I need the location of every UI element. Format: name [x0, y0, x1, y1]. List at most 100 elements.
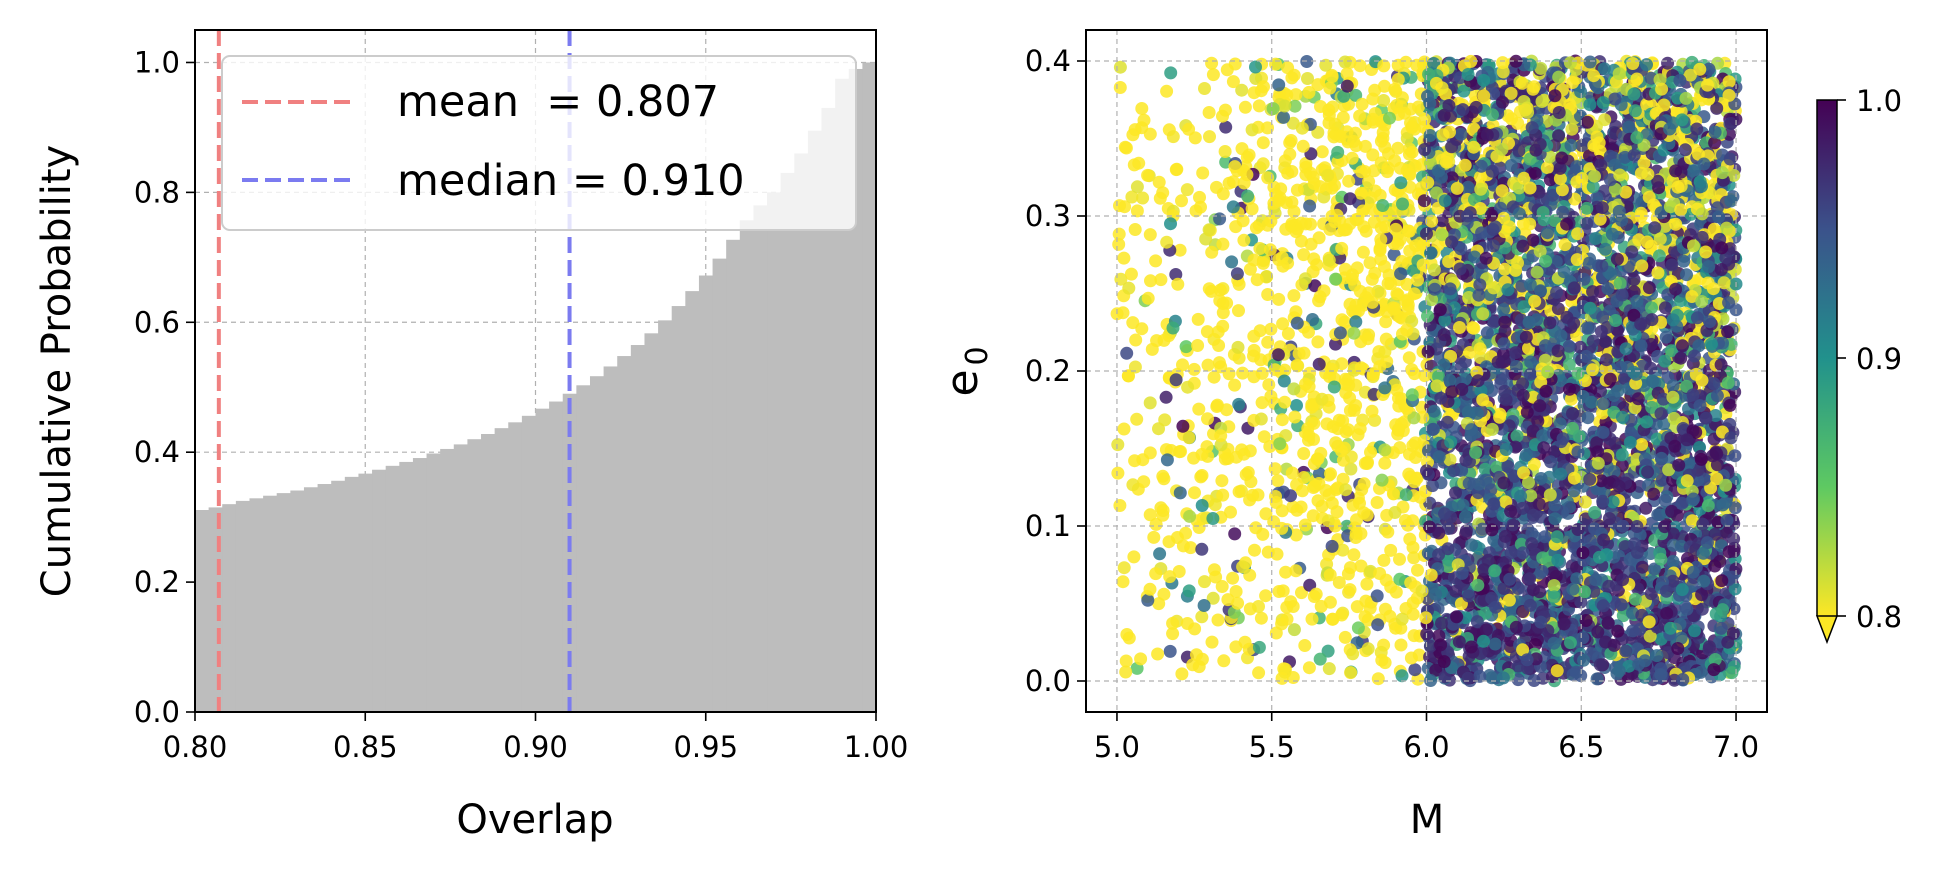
histogram-bar: [739, 220, 755, 712]
scatter-point: [1114, 272, 1128, 286]
scatter-point: [1129, 333, 1143, 347]
scatter-point: [1196, 166, 1210, 180]
scatter-point: [1175, 194, 1188, 208]
scatter-point: [1117, 422, 1131, 436]
scatter-point: [1213, 212, 1227, 226]
scatter-point: [1728, 449, 1742, 463]
scatter-point: [1519, 448, 1533, 462]
scatter-point: [1487, 87, 1501, 101]
scatter-point: [1289, 564, 1303, 578]
scatter-point: [1353, 109, 1367, 123]
histogram-y-ticks: 0.00.20.40.60.81.0: [134, 45, 195, 729]
histogram-bar: [698, 275, 714, 712]
scatter-point: [1449, 486, 1462, 500]
scatter-point: [1473, 342, 1487, 356]
scatter-point: [1480, 326, 1494, 340]
scatter-point: [1511, 673, 1525, 687]
scatter-point: [1143, 508, 1157, 522]
scatter-point: [1607, 389, 1621, 402]
scatter-point: [1306, 313, 1319, 326]
histogram-x-ticks: 0.80 0.85 0.90 0.95 1.00: [163, 712, 908, 764]
scatter-point: [1502, 593, 1516, 607]
histogram-bar: [630, 345, 646, 712]
scatter-point: [1238, 100, 1252, 114]
histogram-bar: [303, 487, 319, 712]
scatter-point: [1687, 164, 1700, 178]
scatter-point: [1454, 360, 1468, 374]
scatter-point: [1644, 547, 1658, 560]
scatter-point: [1287, 289, 1301, 303]
scatter-point: [1205, 635, 1219, 649]
scatter-point: [1230, 267, 1244, 281]
histogram-bar: [726, 239, 741, 712]
scatter-point: [1661, 646, 1675, 660]
histogram-bar: [807, 130, 823, 712]
scatter-point: [1281, 327, 1295, 341]
scatter-point: [1166, 616, 1180, 630]
scatter-point: [1149, 567, 1163, 581]
scatter-point: [1288, 99, 1302, 113]
scatter-point: [1113, 81, 1127, 94]
scatter-point: [1279, 565, 1293, 579]
scatter-point: [1405, 363, 1419, 377]
histogram-x-axis-label: Overlap: [456, 797, 613, 843]
scatter-point: [1290, 399, 1303, 412]
scatter-point: [1159, 443, 1173, 457]
histogram-bar: [562, 393, 577, 712]
scatter-point: [1312, 467, 1326, 481]
scatter-point: [1389, 621, 1403, 635]
scatter-point: [1166, 627, 1180, 641]
scatter-point: [1158, 413, 1172, 427]
scatter-point: [1534, 61, 1548, 75]
scatter-point: [1136, 191, 1150, 205]
scatter-point: [1163, 644, 1177, 658]
scatter-point: [1312, 231, 1326, 245]
scatter-point: [1344, 450, 1358, 464]
scatter-point: [1526, 233, 1540, 247]
scatter-point: [1426, 479, 1439, 493]
histogram-bar: [549, 401, 564, 712]
scatter-point: [1728, 582, 1742, 596]
histogram-bar: [794, 153, 809, 712]
scatter-point: [1522, 476, 1535, 489]
scatter-point: [1510, 429, 1524, 443]
scatter-point: [1249, 221, 1263, 235]
scatter-point: [1578, 495, 1592, 509]
scatter-point: [1454, 242, 1468, 256]
scatter-point: [1371, 672, 1385, 686]
scatter-point: [1252, 666, 1266, 680]
scatter-point: [1402, 147, 1416, 161]
scatter-point: [1354, 361, 1368, 375]
scatter-point: [1395, 91, 1409, 105]
scatter-point: [1461, 180, 1475, 194]
histogram-bar: [222, 504, 237, 712]
scatter-point: [1379, 332, 1393, 346]
scatter-point: [1474, 170, 1487, 184]
scatter-point: [1169, 163, 1183, 177]
scatter-point: [1331, 145, 1345, 159]
scatter-point: [1207, 370, 1221, 384]
histogram-panel: 0.80 0.85 0.90 0.95 1.00 0.00.20.40.60.81.0 …: [34, 29, 908, 843]
histogram-y-tick-label: 0.2: [134, 565, 180, 599]
histogram-y-axis-label: Cumulative Probability: [34, 145, 80, 597]
scatter-point: [1122, 369, 1135, 383]
scatter-point: [1478, 462, 1492, 476]
histogram-bar: [767, 192, 782, 712]
scatter-point: [1272, 292, 1286, 306]
scatter-point: [1647, 487, 1661, 501]
scatter-point: [1180, 183, 1194, 197]
scatter-point: [1393, 233, 1407, 247]
scatter-point: [1386, 487, 1400, 501]
scatter-point: [1332, 413, 1346, 427]
scatter-point: [1160, 453, 1174, 467]
scatter-point: [1307, 590, 1321, 603]
scatter-point: [1144, 274, 1157, 288]
scatter-point: [1176, 419, 1190, 433]
scatter-point: [1232, 304, 1245, 318]
scatter-point: [1125, 190, 1139, 204]
scatter-point: [1111, 466, 1125, 480]
scatter-point: [1588, 506, 1602, 519]
scatter-point: [1290, 478, 1304, 492]
scatter-point: [1259, 507, 1273, 521]
